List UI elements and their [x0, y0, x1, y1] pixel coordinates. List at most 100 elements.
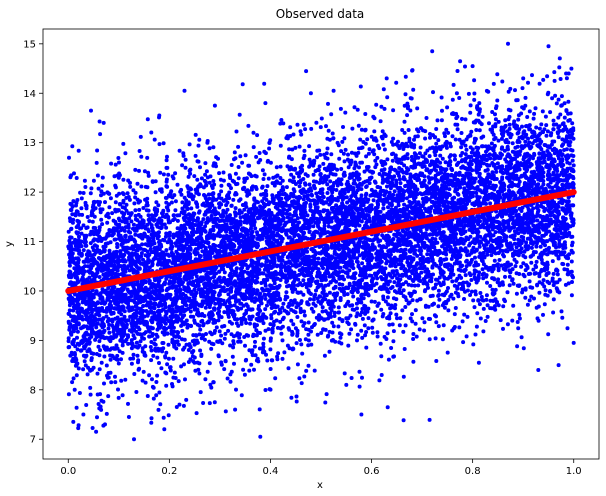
scatter-point — [510, 278, 515, 283]
scatter-point — [512, 229, 517, 234]
scatter-point — [334, 188, 339, 192]
scatter-point — [322, 223, 327, 228]
scatter-point — [247, 316, 252, 321]
scatter-point — [240, 160, 245, 165]
scatter-point — [427, 180, 432, 185]
scatter-point — [160, 211, 165, 216]
scatter-point — [219, 360, 224, 365]
scatter-point — [318, 152, 323, 157]
scatter-point — [382, 167, 387, 172]
scatter-point — [121, 177, 126, 182]
scatter-point — [306, 338, 311, 343]
scatter-point — [516, 237, 521, 242]
scatter-point — [107, 322, 112, 327]
scatter-point — [88, 385, 93, 390]
scatter-point — [306, 343, 311, 348]
scatter-point — [177, 148, 182, 153]
scatter-point — [471, 342, 476, 347]
scatter-point — [484, 297, 489, 302]
scatter-point — [343, 147, 348, 152]
scatter-point — [290, 332, 295, 337]
scatter-point — [192, 174, 197, 179]
scatter-point — [311, 172, 316, 177]
scatter-point — [391, 339, 396, 344]
scatter-point — [246, 171, 251, 176]
scatter-point — [157, 361, 161, 365]
scatter-point — [238, 339, 243, 344]
scatter-point — [344, 316, 349, 321]
scatter-point — [163, 234, 168, 239]
scatter-point — [401, 329, 406, 334]
scatter-point — [441, 323, 446, 328]
scatter-point — [388, 186, 393, 191]
scatter-point — [556, 125, 561, 130]
scatter-point — [450, 97, 455, 102]
scatter-point — [298, 338, 302, 342]
scatter-point — [434, 320, 439, 325]
scatter-point — [453, 290, 458, 295]
scatter-point — [423, 151, 428, 156]
scatter-point — [232, 361, 236, 366]
scatter-point — [94, 160, 99, 165]
scatter-point — [472, 136, 477, 141]
scatter-point — [439, 118, 444, 123]
scatter-point — [95, 173, 100, 178]
scatter-point — [453, 157, 457, 162]
scatter-point — [558, 77, 563, 81]
scatter-point — [203, 377, 208, 382]
scatter-point — [531, 116, 536, 121]
scatter-point — [98, 392, 103, 397]
scatter-point — [331, 304, 336, 309]
scatter-point — [165, 165, 170, 170]
scatter-point — [551, 271, 556, 276]
scatter-point — [521, 253, 526, 258]
scatter-point — [294, 394, 299, 399]
scatter-point — [221, 178, 226, 183]
scatter-point — [409, 154, 414, 159]
scatter-point — [242, 207, 247, 212]
scatter-point — [184, 342, 189, 347]
scatter-point — [325, 334, 330, 339]
scatter-point — [468, 234, 473, 239]
scatter-point — [236, 176, 241, 181]
scatter-point — [506, 107, 511, 112]
scatter-point — [438, 160, 443, 165]
scatter-point — [158, 170, 163, 175]
scatter-point — [137, 168, 141, 173]
scatter-point — [329, 152, 334, 157]
scatter-point — [487, 163, 492, 168]
scatter-point — [90, 426, 95, 430]
scatter-point — [288, 125, 293, 130]
scatter-point — [436, 324, 441, 329]
scatter-point — [324, 392, 329, 397]
scatter-point — [301, 197, 306, 202]
scatter-point — [434, 314, 438, 319]
scatter-point — [70, 144, 75, 149]
scatter-point — [187, 142, 192, 147]
scatter-point — [473, 289, 478, 294]
scatter-point — [387, 322, 392, 327]
scatter-point — [544, 123, 549, 128]
scatter-point — [131, 333, 136, 338]
scatter-point — [181, 291, 186, 296]
scatter-point — [76, 148, 81, 153]
scatter-point — [402, 347, 407, 351]
scatter-point — [350, 275, 355, 280]
scatter-point — [445, 350, 450, 355]
scatter-point — [126, 401, 130, 406]
scatter-point — [364, 345, 369, 350]
scatter-point — [188, 309, 193, 314]
scatter-point — [228, 174, 233, 179]
scatter-point — [159, 189, 164, 194]
scatter-point — [402, 119, 407, 124]
scatter-point — [418, 145, 423, 150]
scatter-point — [406, 128, 411, 132]
scatter-point — [570, 158, 575, 163]
scatter-point — [556, 135, 561, 140]
scatter-point — [516, 326, 521, 331]
scatter-point — [445, 105, 450, 110]
scatter-point — [550, 276, 555, 281]
scatter-point — [131, 352, 136, 357]
scatter-point — [240, 82, 245, 87]
scatter-point — [320, 309, 325, 314]
